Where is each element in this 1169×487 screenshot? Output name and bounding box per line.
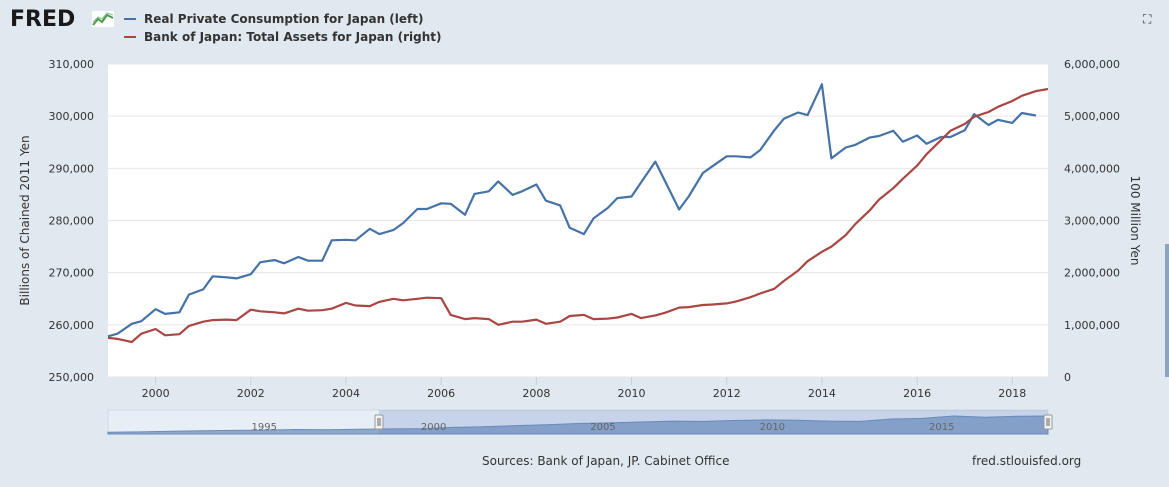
y-tick-label-left: 300,000 [49,110,95,123]
x-tick-label: 2006 [427,387,455,400]
navigator-selection [378,410,1049,434]
y-tick-label-left: 290,000 [49,162,95,175]
y-axis-label-right: 100 Million Yen [1128,176,1142,266]
y-tick-label-right: 1,000,000 [1064,319,1120,332]
site-url[interactable]: fred.stlouisfed.org [972,454,1082,468]
y-tick-label-right: 6,000,000 [1064,58,1120,71]
legend: Real Private Consumption for Japan (left… [124,10,442,46]
navigator-tick-label: 1995 [251,422,276,433]
legend-label-boj-assets: Bank of Japan: Total Assets for Japan (r… [144,30,442,44]
legend-swatch-boj-assets [124,36,136,38]
series-line-consumption [107,83,1037,338]
navigator-tick-label: 2010 [760,422,785,433]
legend-swatch-consumption [124,18,136,20]
x-tick-label: 2000 [142,387,170,400]
y-tick-label-left: 270,000 [49,267,95,280]
sources-text: Sources: Bank of Japan, JP. Cabinet Offi… [482,454,730,468]
series-line-boj-assets [107,87,1049,344]
x-tick-label: 2012 [713,387,741,400]
x-tick-label: 2016 [903,387,931,400]
y-tick-label-left: 260,000 [49,319,95,332]
legend-item-boj-assets[interactable]: Bank of Japan: Total Assets for Japan (r… [124,28,442,46]
navigator-handle-left[interactable] [374,414,384,430]
y-tick-label-right: 4,000,000 [1064,162,1120,175]
fullscreen-icon[interactable]: ⛶ [1143,12,1152,26]
x-tick-label: 2004 [332,387,360,400]
x-tick-label: 2018 [998,387,1026,400]
y-tick-label-right: 5,000,000 [1064,110,1120,123]
x-tick-label: 2014 [808,387,836,400]
page-scrollbar[interactable] [1165,244,1169,377]
y-tick-label-left: 310,000 [49,58,95,71]
y-tick-label-left: 250,000 [49,371,95,384]
legend-label-consumption: Real Private Consumption for Japan (left… [144,12,424,26]
x-tick-label: 2002 [237,387,265,400]
y-tick-label-right: 3,000,000 [1064,215,1120,228]
x-tick-label: 2010 [618,387,646,400]
navigator-tick-label: 2000 [421,422,446,433]
navigator-tick-label: 2005 [590,422,615,433]
y-tick-label-left: 280,000 [49,215,95,228]
fred-chart-logo-icon [91,10,115,28]
legend-item-consumption[interactable]: Real Private Consumption for Japan (left… [124,10,442,28]
navigator-tick-label: 2015 [929,422,954,433]
y-tick-label-right: 0 [1064,371,1071,384]
y-axis-label-left: Billions of Chained 2011 Yen [18,135,32,305]
y-tick-label-right: 2,000,000 [1064,267,1120,280]
x-tick-label: 2008 [522,387,550,400]
navigator-handle-right[interactable] [1043,414,1053,430]
fred-logo[interactable]: FRED [10,7,76,32]
navigator-series [107,415,1049,435]
